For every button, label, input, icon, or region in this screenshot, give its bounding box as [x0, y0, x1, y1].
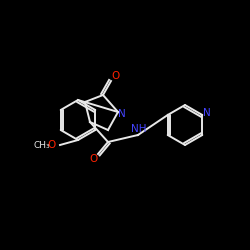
Text: O: O: [111, 71, 119, 81]
Text: N: N: [118, 109, 126, 119]
Text: CH₃: CH₃: [34, 142, 50, 150]
Text: O: O: [90, 154, 98, 164]
Text: O: O: [48, 140, 56, 150]
Text: N: N: [204, 108, 211, 118]
Text: NH: NH: [131, 124, 147, 134]
